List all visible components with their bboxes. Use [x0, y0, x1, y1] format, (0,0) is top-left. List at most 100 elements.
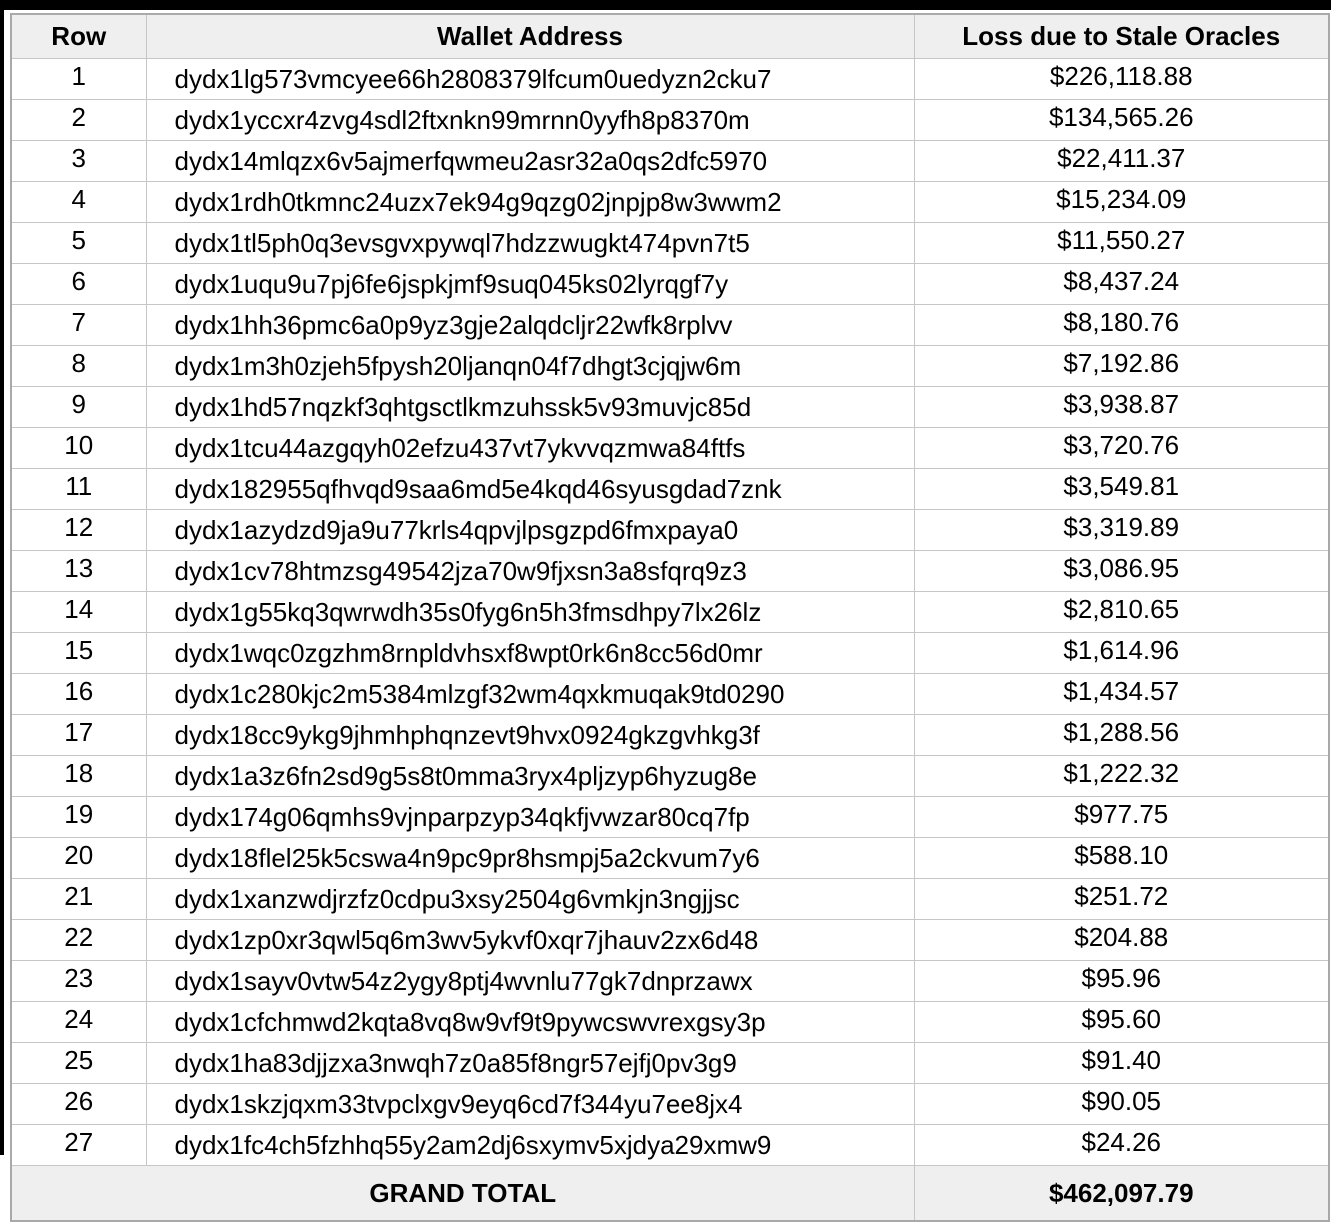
row-number-cell[interactable]: 3 [10, 140, 147, 182]
wallet-address-cell[interactable]: dydx1yccxr4zvg4sdl2ftxnkn99mrnn0yyfh8p83… [145, 99, 915, 141]
loss-value-cell[interactable]: $90.05 [913, 1083, 1330, 1125]
wallet-address-cell[interactable]: dydx18flel25k5cswa4n9pc9pr8hsmpj5a2ckvum… [145, 837, 915, 879]
loss-value-cell[interactable]: $95.60 [913, 1001, 1330, 1043]
wallet-address-cell[interactable]: dydx1cv78htmzsg49542jza70w9fjxsn3a8sfqrq… [145, 550, 915, 592]
row-number-cell[interactable]: 6 [10, 263, 147, 305]
wallet-address-cell[interactable]: dydx1ha83djjzxa3nwqh7z0a85f8ngr57ejfj0pv… [145, 1042, 915, 1084]
wallet-address-cell[interactable]: dydx1wqc0zgzhm8rnpldvhsxf8wpt0rk6n8cc56d… [145, 632, 915, 674]
wallet-address-cell[interactable]: dydx1m3h0zjeh5fpysh20ljanqn04f7dhgt3cjqj… [145, 345, 915, 387]
row-number-cell[interactable]: 17 [10, 714, 147, 756]
loss-value-cell[interactable]: $1,288.56 [913, 714, 1330, 756]
loss-value-cell[interactable]: $8,437.24 [913, 263, 1330, 305]
table-row: 10 dydx1tcu44azgqyh02efzu437vt7ykvvqzmwa… [10, 427, 1330, 469]
row-number-cell[interactable]: 16 [10, 673, 147, 715]
loss-value-cell[interactable]: $1,434.57 [913, 673, 1330, 715]
loss-value-cell[interactable]: $91.40 [913, 1042, 1330, 1084]
row-number-cell[interactable]: 1 [10, 58, 147, 100]
row-number-cell[interactable]: 15 [10, 632, 147, 674]
loss-value-cell[interactable]: $3,086.95 [913, 550, 1330, 592]
row-number-cell[interactable]: 25 [10, 1042, 147, 1084]
row-number-cell[interactable]: 10 [10, 427, 147, 469]
row-number-cell[interactable]: 19 [10, 796, 147, 838]
row-number-cell[interactable]: 8 [10, 345, 147, 387]
row-number-cell[interactable]: 22 [10, 919, 147, 961]
row-number-cell[interactable]: 7 [10, 304, 147, 346]
loss-value-cell[interactable]: $3,938.87 [913, 386, 1330, 428]
row-number-cell[interactable]: 13 [10, 550, 147, 592]
table-row: 13 dydx1cv78htmzsg49542jza70w9fjxsn3a8sf… [10, 550, 1330, 592]
table-row: 11 dydx182955qfhvqd9saa6md5e4kqd46syusgd… [10, 468, 1330, 510]
loss-value-cell[interactable]: $22,411.37 [913, 140, 1330, 182]
row-number-cell[interactable]: 12 [10, 509, 147, 551]
table-row: 23 dydx1sayv0vtw54z2ygy8ptj4wvnlu77gk7dn… [10, 960, 1330, 1002]
wallet-address-cell[interactable]: dydx18cc9ykg9jhmhphqnzevt9hvx0924gkzgvhk… [145, 714, 915, 756]
table-row: 14 dydx1g55kq3qwrwdh35s0fyg6n5h3fmsdhpy7… [10, 591, 1330, 633]
loss-value-cell[interactable]: $11,550.27 [913, 222, 1330, 264]
row-number-cell[interactable]: 21 [10, 878, 147, 920]
wallet-address-cell[interactable]: dydx1xanzwdjrzfz0cdpu3xsy2504g6vmkjn3ngj… [145, 878, 915, 920]
loss-value-cell[interactable]: $588.10 [913, 837, 1330, 879]
row-number-cell[interactable]: 27 [10, 1124, 147, 1166]
grand-total-label[interactable]: GRAND TOTAL [10, 1165, 915, 1222]
row-number-cell[interactable]: 11 [10, 468, 147, 510]
wallet-address-cell[interactable]: dydx182955qfhvqd9saa6md5e4kqd46syusgdad7… [145, 468, 915, 510]
row-number-cell[interactable]: 14 [10, 591, 147, 633]
row-number-cell[interactable]: 20 [10, 837, 147, 879]
wallet-address-cell[interactable]: dydx1azydzd9ja9u77krls4qpvjlpsgzpd6fmxpa… [145, 509, 915, 551]
wallet-address-cell[interactable]: dydx1hh36pmc6a0p9yz3gje2alqdcljr22wfk8rp… [145, 304, 915, 346]
loss-value-cell[interactable]: $24.26 [913, 1124, 1330, 1166]
row-number-cell[interactable]: 4 [10, 181, 147, 223]
loss-value-cell[interactable]: $95.96 [913, 960, 1330, 1002]
column-header-wallet-address[interactable]: Wallet Address [145, 13, 915, 59]
wallet-address-cell[interactable]: dydx14mlqzx6v5ajmerfqwmeu2asr32a0qs2dfc5… [145, 140, 915, 182]
table-row: 15 dydx1wqc0zgzhm8rnpldvhsxf8wpt0rk6n8cc… [10, 632, 1330, 674]
wallet-address-cell[interactable]: dydx1c280kjc2m5384mlzgf32wm4qxkmuqak9td0… [145, 673, 915, 715]
wallet-address-cell[interactable]: dydx1tcu44azgqyh02efzu437vt7ykvvqzmwa84f… [145, 427, 915, 469]
loss-value-cell[interactable]: $7,192.86 [913, 345, 1330, 387]
wallet-address-cell[interactable]: dydx1lg573vmcyee66h2808379lfcum0uedyzn2c… [145, 58, 915, 100]
row-number-cell[interactable]: 18 [10, 755, 147, 797]
wallet-address-cell[interactable]: dydx1sayv0vtw54z2ygy8ptj4wvnlu77gk7dnprz… [145, 960, 915, 1002]
loss-value-cell[interactable]: $3,720.76 [913, 427, 1330, 469]
row-number-cell[interactable]: 5 [10, 222, 147, 264]
loss-value-cell[interactable]: $15,234.09 [913, 181, 1330, 223]
row-number-cell[interactable]: 9 [10, 386, 147, 428]
table-row: 2 dydx1yccxr4zvg4sdl2ftxnkn99mrnn0yyfh8p… [10, 99, 1330, 141]
wallet-address-cell[interactable]: dydx1cfchmwd2kqta8vq8w9vf9t9pywcswvrexgs… [145, 1001, 915, 1043]
column-header-row[interactable]: Row [10, 13, 147, 59]
loss-value-cell[interactable]: $1,614.96 [913, 632, 1330, 674]
row-number-cell[interactable]: 23 [10, 960, 147, 1002]
row-number-cell[interactable]: 26 [10, 1083, 147, 1125]
table-row: 5 dydx1tl5ph0q3evsgvxpywql7hdzzwugkt474p… [10, 222, 1330, 264]
wallet-address-cell[interactable]: dydx1g55kq3qwrwdh35s0fyg6n5h3fmsdhpy7lx2… [145, 591, 915, 633]
table-row: 22 dydx1zp0xr3qwl5q6m3wv5ykvf0xqr7jhauv2… [10, 919, 1330, 961]
wallet-address-cell[interactable]: dydx1zp0xr3qwl5q6m3wv5ykvf0xqr7jhauv2zx6… [145, 919, 915, 961]
stale-oracle-loss-table: Row Wallet Address Loss due to Stale Ora… [10, 13, 1330, 1222]
loss-value-cell[interactable]: $2,810.65 [913, 591, 1330, 633]
table-row: 25 dydx1ha83djjzxa3nwqh7z0a85f8ngr57ejfj… [10, 1042, 1330, 1084]
loss-value-cell[interactable]: $3,549.81 [913, 468, 1330, 510]
header-row: Row Wallet Address Loss due to Stale Ora… [10, 13, 1330, 59]
loss-value-cell[interactable]: $226,118.88 [913, 58, 1330, 100]
wallet-address-cell[interactable]: dydx1hd57nqzkf3qhtgsctlkmzuhssk5v93muvjc… [145, 386, 915, 428]
row-number-cell[interactable]: 2 [10, 99, 147, 141]
wallet-address-cell[interactable]: dydx1fc4ch5fzhhq55y2am2dj6sxymv5xjdya29x… [145, 1124, 915, 1166]
grand-total-value[interactable]: $462,097.79 [913, 1165, 1330, 1222]
row-number-cell[interactable]: 24 [10, 1001, 147, 1043]
column-header-loss[interactable]: Loss due to Stale Oracles [913, 13, 1330, 59]
wallet-address-cell[interactable]: dydx1a3z6fn2sd9g5s8t0mma3ryx4pljzyp6hyzu… [145, 755, 915, 797]
loss-value-cell[interactable]: $251.72 [913, 878, 1330, 920]
loss-value-cell[interactable]: $134,565.26 [913, 99, 1330, 141]
wallet-address-cell[interactable]: dydx1uqu9u7pj6fe6jspkjmf9suq045ks02lyrqg… [145, 263, 915, 305]
table-row: 8 dydx1m3h0zjeh5fpysh20ljanqn04f7dhgt3cj… [10, 345, 1330, 387]
loss-value-cell[interactable]: $977.75 [913, 796, 1330, 838]
loss-value-cell[interactable]: $204.88 [913, 919, 1330, 961]
wallet-address-cell[interactable]: dydx1skzjqxm33tvpclxgv9eyq6cd7f344yu7ee8… [145, 1083, 915, 1125]
spreadsheet-area: Row Wallet Address Loss due to Stale Ora… [10, 13, 1330, 1222]
wallet-address-cell[interactable]: dydx174g06qmhs9vjnparpzyp34qkfjvwzar80cq… [145, 796, 915, 838]
loss-value-cell[interactable]: $8,180.76 [913, 304, 1330, 346]
wallet-address-cell[interactable]: dydx1rdh0tkmnc24uzx7ek94g9qzg02jnpjp8w3w… [145, 181, 915, 223]
wallet-address-cell[interactable]: dydx1tl5ph0q3evsgvxpywql7hdzzwugkt474pvn… [145, 222, 915, 264]
loss-value-cell[interactable]: $3,319.89 [913, 509, 1330, 551]
loss-value-cell[interactable]: $1,222.32 [913, 755, 1330, 797]
